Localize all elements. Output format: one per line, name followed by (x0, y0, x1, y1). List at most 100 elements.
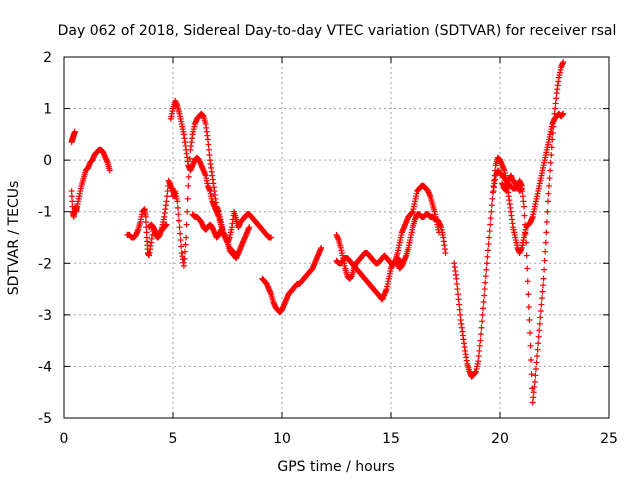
grid (64, 57, 609, 418)
data-point (542, 239, 549, 246)
data-point (486, 228, 493, 235)
y-tick-label: -2 (38, 256, 52, 272)
data-point (532, 366, 539, 373)
data-point (551, 110, 558, 117)
data-point (481, 292, 488, 299)
data-point (536, 327, 543, 334)
data-point (525, 291, 532, 298)
data-point (524, 265, 531, 272)
data-point (550, 123, 557, 130)
data-point (106, 167, 113, 174)
data-point (533, 359, 540, 366)
x-tick-label: 10 (273, 431, 291, 447)
data-point (531, 378, 538, 385)
data-point (457, 311, 464, 318)
data-point (268, 234, 275, 241)
data-point (455, 296, 462, 303)
data-point (543, 229, 550, 236)
data-point (181, 255, 188, 262)
data-point (544, 208, 551, 215)
data-point (529, 399, 536, 406)
data-point (489, 195, 496, 202)
data-point (174, 204, 181, 211)
data-point (479, 318, 486, 325)
data-point (547, 159, 554, 166)
x-tick-label: 25 (600, 431, 618, 447)
data-point (520, 203, 527, 210)
data-point (518, 185, 525, 192)
y-tick-label: 2 (43, 50, 52, 66)
data-point (523, 239, 530, 246)
y-axis-label: SDTVAR / TECUs (6, 181, 22, 296)
data-point (177, 237, 184, 244)
x-tick-label: 15 (382, 431, 400, 447)
y-tick-label: -1 (38, 205, 52, 221)
data-point (520, 198, 527, 205)
data-point (560, 59, 567, 66)
data-point (485, 247, 492, 254)
data-point (163, 198, 170, 205)
data-point (553, 95, 560, 102)
data-point (528, 356, 535, 363)
x-tick-labels: 0 5 10 15 20 25 (60, 431, 618, 447)
data-point (541, 266, 548, 273)
data-point (483, 260, 490, 267)
x-axis-label: GPS time / hours (277, 459, 394, 475)
data-point (481, 286, 488, 293)
data-point (453, 275, 460, 282)
data-point (526, 317, 533, 324)
data-point (546, 182, 553, 189)
data-point (527, 342, 534, 349)
data-point (548, 144, 555, 151)
data-point (142, 213, 149, 220)
data-point (184, 208, 191, 215)
chart-title: Day 062 of 2018, Sidereal Day-to-day VTE… (58, 23, 617, 39)
x-tick-label: 20 (491, 431, 509, 447)
data-point (540, 282, 547, 289)
data-point (479, 311, 486, 318)
data-point (488, 208, 495, 215)
data-point (204, 136, 211, 143)
data-point (480, 305, 487, 312)
x-tick-label: 0 (60, 431, 69, 447)
data-point (560, 110, 567, 117)
data-point (548, 151, 555, 158)
data-point (163, 221, 170, 228)
data-point (475, 358, 482, 365)
y-tick-label: -4 (38, 359, 52, 375)
data-point (68, 188, 75, 195)
data-point (519, 193, 526, 200)
data-point (143, 229, 150, 236)
y-tick-label: 0 (43, 153, 52, 169)
data-point (550, 117, 557, 124)
data-point (182, 241, 189, 248)
data-point (183, 221, 190, 228)
data-point (217, 226, 224, 233)
data-point (534, 353, 541, 360)
data-point (476, 342, 483, 349)
data-point (456, 301, 463, 308)
data-point (454, 286, 461, 293)
data-point (177, 230, 184, 237)
data-point (175, 217, 182, 224)
data-point (536, 320, 543, 327)
data-point (552, 105, 559, 112)
data-point (532, 372, 539, 379)
data-point (455, 291, 462, 298)
data-point (531, 384, 538, 391)
data-point (68, 193, 75, 200)
data-point (535, 333, 542, 340)
data-point (486, 234, 493, 241)
data-point (530, 394, 537, 401)
data-point (475, 353, 482, 360)
data-point (534, 346, 541, 353)
data-point (180, 262, 187, 269)
data-point (483, 266, 490, 273)
data-point (526, 329, 533, 336)
data-point (174, 198, 181, 205)
data-point (176, 224, 183, 231)
data-point (530, 389, 537, 396)
data-point (175, 211, 182, 218)
data-point (487, 221, 494, 228)
data-point (547, 167, 554, 174)
